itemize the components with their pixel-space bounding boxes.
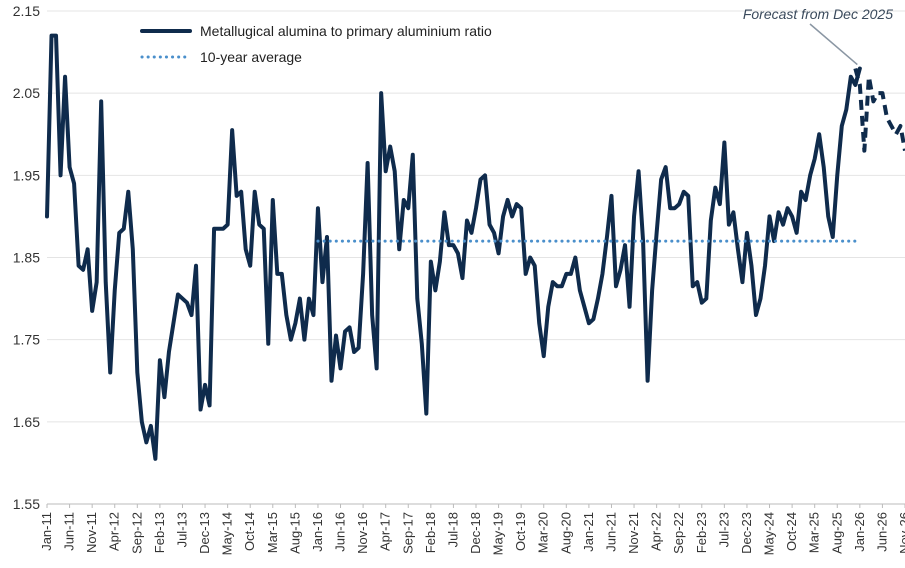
x-tick-label: Feb-18 [423, 512, 438, 553]
x-tick-label: Jan-21 [581, 512, 596, 552]
series-line-ratio [45, 33, 862, 461]
x-tick-label: Apr-12 [107, 512, 122, 551]
x-tick-label: Aug-25 [829, 512, 844, 554]
x-tick-label: Jun-16 [333, 512, 348, 552]
x-tick-label: Apr-22 [649, 512, 664, 551]
gridlines [47, 10, 905, 505]
x-tick-label: Nov-11 [84, 512, 99, 553]
x-tick-label: Nov-21 [626, 512, 641, 554]
x-tick-label: Jul-18 [445, 512, 460, 547]
x-tick-label: Jan-16 [310, 512, 325, 552]
x-tick-label: Aug-20 [558, 512, 573, 554]
y-tick-label: 1.95 [13, 167, 40, 183]
y-tick-label: 1.75 [13, 332, 40, 348]
x-tick-label: Jun-21 [603, 512, 618, 552]
x-tick-label: Dec-23 [739, 512, 754, 554]
annotation-leader-line [809, 23, 858, 66]
series-line-forecast [853, 67, 905, 153]
x-axis: Jan-11 Jun-11 Nov-11 Apr-12 Sep-12 Feb-13 Jul-… [39, 504, 905, 555]
x-tick-label: May-14 [220, 512, 235, 555]
x-tick-label: Sep-22 [671, 512, 686, 554]
legend-label-average: 10-year average [200, 49, 302, 65]
legend-label-ratio: Metallugical alumina to primary aluminiu… [200, 23, 492, 39]
x-tick-label: Mar-15 [265, 512, 280, 553]
x-tick-label: Dec-18 [468, 512, 483, 554]
x-tick-label: Oct-14 [242, 512, 257, 551]
x-tick-label: Oct-24 [784, 512, 799, 551]
x-tick-label: Sep-12 [129, 512, 144, 554]
x-tick-label: Jun-11 [62, 512, 77, 551]
x-tick-label: Nov-16 [355, 512, 370, 554]
x-tick-label: Nov-26 [897, 512, 905, 554]
x-tick-label: Jun-26 [874, 512, 889, 552]
annotation-forecast-label: Forecast from Dec 2025 [743, 6, 893, 22]
x-tick-label: Apr-17 [378, 512, 393, 551]
x-tick-label: Sep-17 [400, 512, 415, 554]
y-tick-label: 1.55 [13, 496, 40, 512]
y-tick-label: 2.05 [13, 85, 40, 101]
legend: Metallugical alumina to primary aluminiu… [140, 23, 492, 65]
x-tick-label: Aug-15 [287, 512, 302, 554]
y-tick-label: 1.65 [13, 414, 40, 430]
x-tick-label: Feb-23 [694, 512, 709, 553]
x-tick-label: Jul-13 [174, 512, 189, 547]
x-tick-label: Feb-13 [152, 512, 167, 553]
x-tick-label: Dec-13 [197, 512, 212, 554]
x-tick-label: Mar-25 [807, 512, 822, 553]
x-tick-label: Oct-19 [513, 512, 528, 551]
y-tick-label: 2.15 [13, 3, 40, 19]
x-tick-label: Jan-26 [852, 512, 867, 552]
x-tick-label: Jul-23 [716, 512, 731, 547]
y-tick-label: 1.85 [13, 250, 40, 266]
annotation: Forecast from Dec 2025 [743, 6, 893, 66]
x-tick-label: May-24 [762, 512, 777, 555]
x-tick-label: May-19 [491, 512, 506, 555]
y-axis: 2.15 2.05 1.95 1.85 1.75 1.65 1.55 [13, 3, 40, 512]
plot-area [45, 33, 905, 461]
x-tick-label: Mar-20 [536, 512, 551, 553]
x-tick-label: Jan-11 [39, 512, 54, 551]
